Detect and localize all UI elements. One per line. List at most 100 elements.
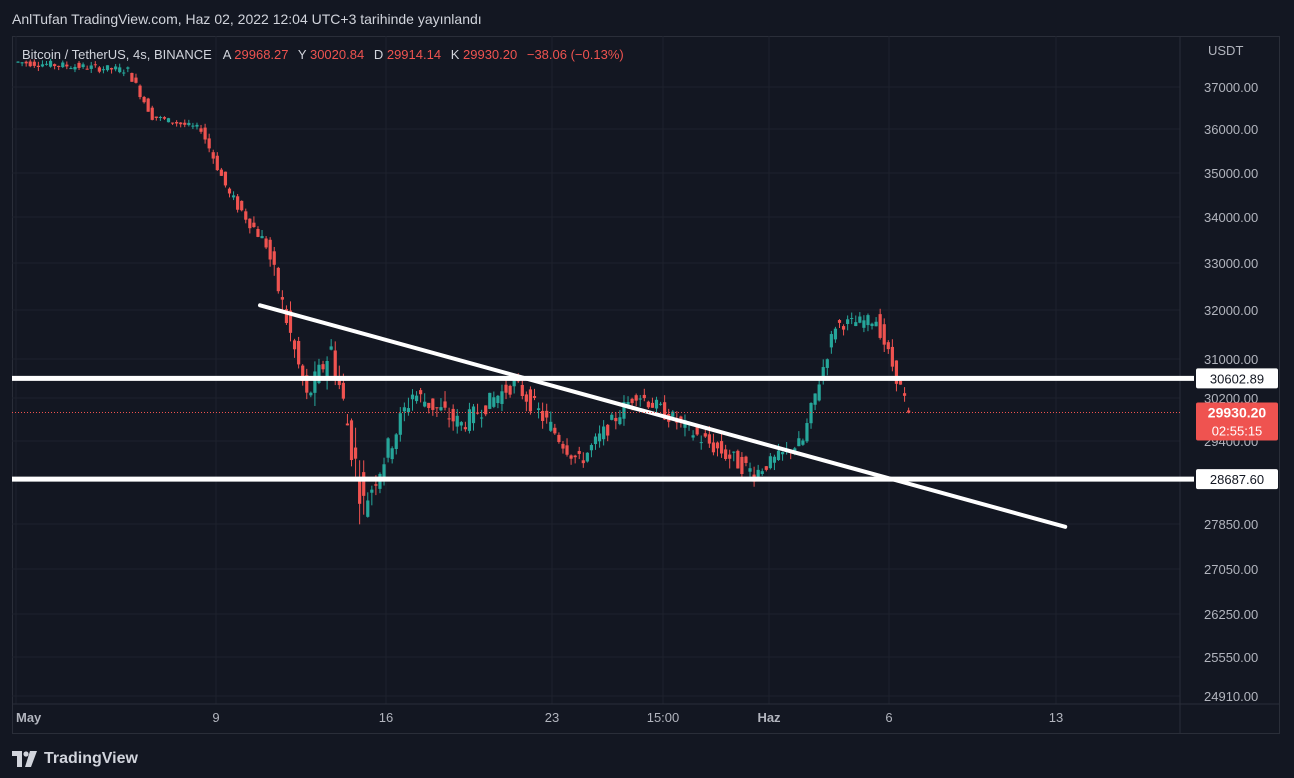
- candle: [602, 420, 606, 446]
- candle: [520, 377, 524, 400]
- candle-body: [150, 107, 154, 120]
- candle-body: [93, 64, 97, 66]
- candle: [642, 388, 646, 402]
- time-tick-label: Haz: [757, 710, 781, 725]
- candle: [166, 117, 171, 123]
- candle: [492, 391, 496, 409]
- candle: [569, 454, 573, 465]
- candle-body: [57, 65, 61, 67]
- candle: [118, 63, 122, 74]
- publication-info: AnlTufan TradingView.com, Haz 02, 2022 1…: [12, 11, 482, 27]
- candle: [732, 451, 736, 462]
- candle: [40, 60, 45, 68]
- candle-body: [618, 417, 622, 425]
- low-value: 29914.14: [387, 47, 441, 62]
- candle-body: [321, 364, 325, 370]
- candle-body: [614, 417, 618, 422]
- candle-body: [882, 324, 886, 345]
- candle-body: [309, 392, 313, 396]
- candle-body: [524, 394, 528, 402]
- price-axis[interactable]: USDT 37000.00 36000.00 35000.00 34000.00 3300…: [1196, 43, 1278, 704]
- candle-body: [671, 411, 675, 417]
- candle-body: [73, 66, 77, 70]
- price-tick-label: 33000.00: [1204, 256, 1258, 271]
- candle: [199, 124, 203, 134]
- candle-body: [44, 63, 49, 65]
- candle: [683, 414, 687, 437]
- candle-body: [439, 407, 443, 411]
- candle: [248, 218, 252, 234]
- tradingview-logo[interactable]: TradingView: [12, 748, 138, 770]
- candle: [459, 420, 463, 431]
- candle-body: [760, 471, 764, 475]
- candle-body: [280, 297, 284, 300]
- candle: [203, 123, 207, 144]
- candle: [313, 361, 317, 406]
- candle-body: [162, 117, 167, 119]
- candle: [48, 58, 53, 68]
- time-tick-label: 13: [1049, 710, 1063, 725]
- candle-body: [894, 360, 899, 384]
- candle: [36, 61, 40, 72]
- candle: [825, 358, 829, 376]
- candle: [358, 460, 362, 525]
- candle: [467, 402, 472, 434]
- candle: [597, 425, 602, 448]
- candle-body: [390, 448, 394, 460]
- candle-body: [797, 438, 801, 447]
- candle: [57, 65, 61, 71]
- candle: [366, 492, 370, 518]
- candle-body: [545, 410, 549, 418]
- candle-body: [402, 407, 406, 412]
- price-chart[interactable]: 30602.89 28687.60 USDT 37000.00 36000.00 350…: [12, 36, 1280, 734]
- svg-text:Bitcoin / TetherUS, 4s, BINANC: Bitcoin / TetherUS, 4s, BINANCE A 29968.…: [22, 47, 624, 62]
- candle-body: [467, 409, 472, 431]
- candle-body: [126, 67, 130, 69]
- candles: [16, 58, 911, 525]
- candle-body: [663, 402, 667, 420]
- candle: [410, 389, 415, 411]
- candle: [541, 402, 545, 429]
- candle: [772, 454, 777, 471]
- candle-body: [366, 500, 370, 517]
- candle: [215, 152, 219, 171]
- candle: [638, 395, 642, 407]
- candle-body: [634, 395, 638, 401]
- candle-body: [772, 456, 777, 463]
- price-tick-label: 27850.00: [1204, 517, 1258, 532]
- candle: [264, 236, 268, 250]
- candle: [162, 116, 167, 120]
- candle-body: [744, 456, 748, 463]
- candle-body: [902, 393, 907, 396]
- candle-body: [427, 402, 431, 409]
- candle-body: [252, 222, 256, 228]
- candle: [536, 402, 541, 419]
- candle-body: [488, 392, 492, 409]
- candle-body: [329, 346, 333, 350]
- candle-body: [557, 434, 561, 442]
- candle-body: [459, 422, 463, 426]
- candle-body: [301, 365, 305, 381]
- candle: [231, 191, 236, 201]
- trendline-group[interactable]: [258, 303, 1068, 529]
- candle: [553, 423, 557, 435]
- candle: [146, 97, 150, 112]
- candle-body: [130, 72, 134, 82]
- candle-body: [199, 128, 203, 132]
- candle-body: [854, 322, 858, 327]
- candle-body: [898, 380, 903, 385]
- candle: [89, 61, 93, 73]
- symbol-name: Bitcoin / TetherUS, 4s, BINANCE: [22, 47, 212, 62]
- time-axis[interactable]: May 9 16 23 15:00 Haz 6 13: [16, 710, 1063, 725]
- candle-body: [158, 116, 162, 118]
- candle: [455, 409, 459, 434]
- candle: [280, 290, 284, 311]
- candle: [837, 319, 842, 328]
- candle-body: [732, 451, 736, 453]
- candle: [16, 61, 20, 63]
- candle-body: [166, 118, 171, 123]
- candle: [195, 122, 199, 130]
- candle: [622, 395, 626, 426]
- high-label: Y: [298, 47, 307, 62]
- candle: [780, 451, 785, 461]
